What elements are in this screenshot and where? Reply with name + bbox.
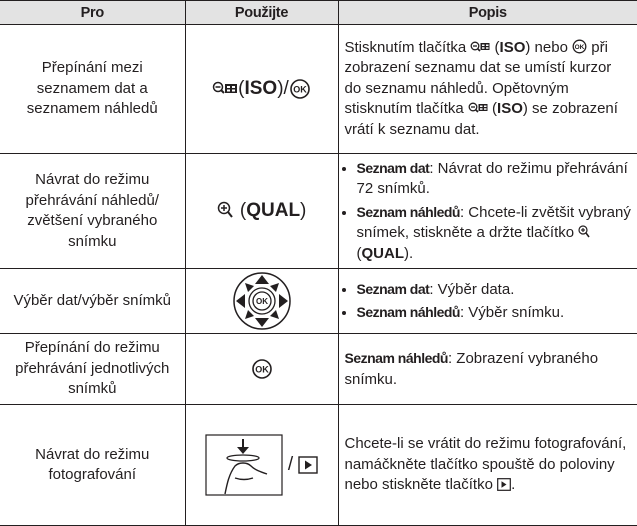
use-cell: (ISO)/ OK <box>184 24 339 154</box>
play-icon <box>497 478 511 492</box>
bullet-text: ). <box>404 244 414 262</box>
use-text: ( <box>239 199 247 221</box>
multi-selector-icon: OK <box>232 272 291 330</box>
bullet: Seznam dat: Návrat do režimu přehrávání … <box>357 158 632 200</box>
desc-cell: Stisknutím tlačítka (ISO) nebo OK při zo… <box>337 24 637 154</box>
ok-label: OK <box>255 365 269 375</box>
use-cell: OK <box>184 268 339 334</box>
use-cell: OK <box>184 333 339 405</box>
bullet-text: QUAL <box>361 244 405 262</box>
pro-cell: Návrat do režimu fotografování <box>0 404 186 526</box>
zoom-out-icon <box>468 102 488 113</box>
zoom-in-icon <box>578 225 590 238</box>
header-row: Pro Použijte Popis <box>0 0 637 25</box>
row: Výběr dat/výběr snímků OK Seznam dat: Vý… <box>0 268 637 334</box>
ok-icon: OK <box>251 359 272 379</box>
bullet-label: Seznam dat <box>356 159 430 176</box>
header-cell: Použijte <box>184 0 339 25</box>
shutter-icon <box>204 434 283 496</box>
header-cell: Pro <box>0 0 186 25</box>
row: Návrat do režimu fotografování / Chcete-… <box>0 404 637 526</box>
desc-cell: Chcete-li se vrátit do režimu fotografov… <box>337 404 637 526</box>
pro-cell: Návrat do režimu přehrávání náhledů/ zvě… <box>0 153 186 269</box>
desc-text: . <box>511 476 516 494</box>
ok-icon: OK <box>290 79 310 99</box>
desc-text: ) nebo <box>525 38 573 56</box>
play-icon <box>298 456 319 474</box>
use-text: )/ <box>277 78 289 100</box>
desc-text: ISO <box>497 100 523 118</box>
row: Přepínání do režimu přehrávání jednotliv… <box>0 333 637 405</box>
bullet-label: Seznam dat <box>356 280 430 297</box>
zoom-in-icon <box>217 201 233 218</box>
desc-text: ISO <box>499 38 526 56</box>
desc-text: při zobrazení seznamu dat se umístí kurz… <box>344 38 612 118</box>
desc-text: ) se zobrazení vrátí k seznamu dat. <box>344 100 618 138</box>
use-text: ISO <box>244 78 278 100</box>
bullet-text: ( <box>356 244 362 262</box>
desc-label: Seznam náhledů <box>344 350 449 366</box>
ok-label: OK <box>575 44 585 51</box>
bullet-label: Seznam náhledů <box>356 304 461 320</box>
desc-text: Stisknutím tlačítka <box>344 38 471 56</box>
bullet: Seznam náhledů: Výběr snímku. <box>357 302 632 324</box>
desc-cell: Seznam dat: Návrat do režimu přehrávání … <box>337 153 637 269</box>
ok-label: OK <box>293 85 307 95</box>
pro-cell: Výběr dat/výběr snímků <box>0 268 186 334</box>
pro-cell: Přepínání mezi seznamem dat a seznamem n… <box>0 24 186 154</box>
ok-icon: OK <box>572 39 587 54</box>
zoom-out-icon <box>212 81 238 94</box>
use-cell: / <box>184 404 339 526</box>
bullet-text: : Návrat do režimu přehrávání 72 snímků. <box>356 159 628 198</box>
bullet-text: : Výběr snímku. <box>459 304 565 321</box>
use-cell: (QUAL) <box>184 153 339 269</box>
desc-text: : Zobrazení vybraného snímku. <box>344 350 599 388</box>
header-cell: Popis <box>337 0 637 25</box>
desc-cell: Seznam náhledů: Zobrazení vybraného sním… <box>337 333 637 405</box>
pro-cell: Přepínání do režimu přehrávání jednotliv… <box>0 333 186 405</box>
use-text: ( <box>238 78 245 100</box>
bullet-text: : Chcete-li zvětšit vybraný snímek, stis… <box>356 203 631 242</box>
desc-text: ( <box>487 100 498 118</box>
bullet-list: Seznam dat: Návrat do režimu přehrávání … <box>345 158 632 265</box>
bullet-text: : Výběr data. <box>429 280 515 298</box>
desc-text: ( <box>490 38 500 56</box>
use-text: ) <box>300 199 307 221</box>
row: Přepínání mezi seznamem dat a seznamem n… <box>0 24 637 154</box>
use-text: QUAL <box>246 199 301 221</box>
bullet-label: Seznam náhledů <box>356 203 461 220</box>
use-text: / <box>287 454 294 476</box>
desc-text: Chcete-li se vrátit do režimu fotografov… <box>344 435 627 494</box>
bullet: Seznam náhledů: Chcete-li zvětšit vybran… <box>357 202 632 265</box>
desc-cell: Seznam dat: Výběr data. Seznam náhledů: … <box>337 268 637 334</box>
zoom-out-icon <box>470 41 490 52</box>
ok-label: OK <box>256 297 268 306</box>
row: Návrat do režimu přehrávání náhledů/ zvě… <box>0 153 637 269</box>
bullet-list: Seznam dat: Výběr data. Seznam náhledů: … <box>345 279 632 324</box>
bullet: Seznam dat: Výběr data. <box>357 279 632 301</box>
